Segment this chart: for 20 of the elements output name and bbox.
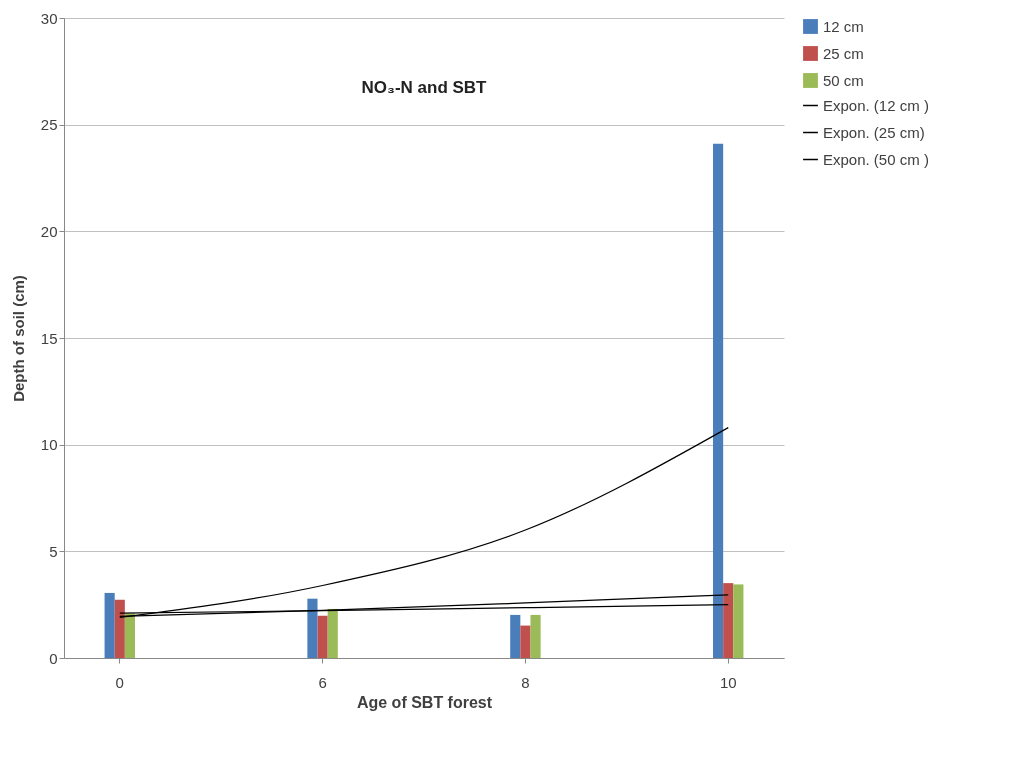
y-tick-label: 30 <box>40 9 58 27</box>
x-tick-label: 0 <box>115 673 124 691</box>
y-tick-label: 0 <box>49 649 58 667</box>
y-tick-label: 20 <box>40 222 58 240</box>
legend-label: 25 cm <box>823 44 864 62</box>
y-tick-label: 15 <box>40 329 58 347</box>
x-tick-label: 8 <box>521 673 530 691</box>
legend-label: Expon. (25 cm) <box>823 123 925 141</box>
y-tick-label: 10 <box>40 436 58 454</box>
legend-label: Expon. (50 cm ) <box>823 150 929 168</box>
y-tick-label: 25 <box>40 116 58 134</box>
legend-label: Expon. (12 cm ) <box>823 96 929 114</box>
legend-label: 12 cm <box>823 17 864 35</box>
y-tick-label: 5 <box>49 542 58 560</box>
x-tick-label: 10 <box>719 673 737 691</box>
text: NO₃-N and SBT <box>361 78 488 97</box>
legend-label: 50 cm <box>823 71 864 89</box>
x-axis-title: Age of SBT forest <box>356 693 493 711</box>
x-tick-label: 6 <box>318 673 327 691</box>
y-axis-title: Depth of soil (cm) <box>9 275 27 402</box>
